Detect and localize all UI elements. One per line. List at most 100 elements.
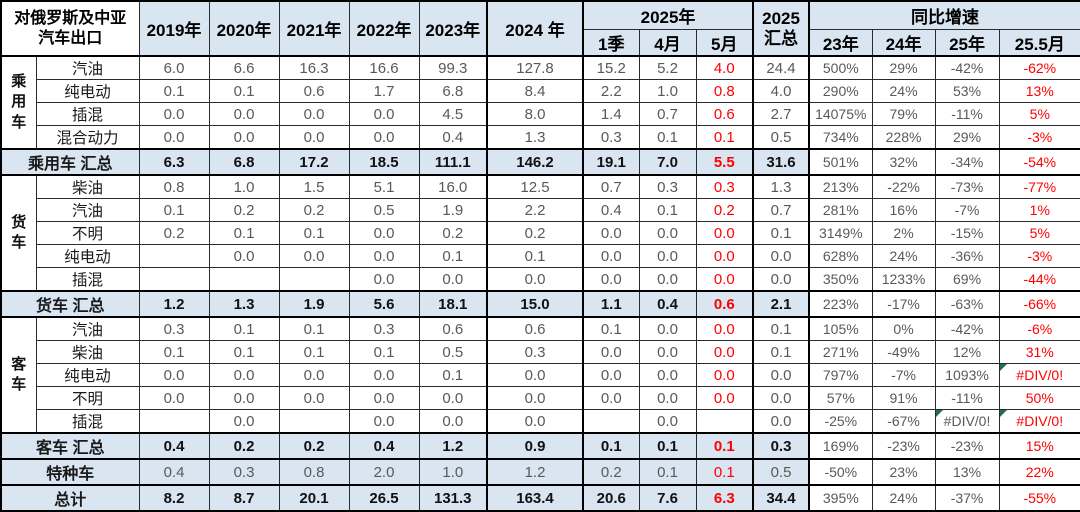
table-row: 柴油 0.1 0.1 0.1 0.1 0.5 0.3 0.0 0.0 0.0 0.1 271% -49%… [1, 340, 1080, 364]
row-label: 客车 汇总 [0, 432, 140, 460]
table-cell: 0.3 [138, 316, 210, 341]
table-cell: 0.1 [138, 340, 210, 364]
table-cell: 350% [808, 267, 873, 292]
table-cell: 0.7 [752, 198, 810, 222]
table-cell: 0.1 [138, 79, 210, 103]
table-cell: 271% [808, 340, 873, 364]
table-cell: 0.0 [695, 363, 754, 387]
table-cell: 29% [871, 55, 936, 80]
table-cell: 16.6 [348, 55, 420, 80]
table-cell: 0.8 [278, 458, 350, 486]
table-cell: #DIV/0! [934, 409, 1000, 434]
table-cell: 7.0 [638, 148, 697, 176]
table-cell: 0.1 [638, 198, 697, 222]
table-cell: 0.0 [695, 221, 754, 245]
table-cell: 0.2 [278, 198, 350, 222]
table-cell: 0.4 [138, 458, 210, 486]
table-cell: 0.3 [638, 174, 697, 199]
table-cell: 0.1 [208, 79, 280, 103]
table-cell: 0.9 [486, 432, 584, 460]
col-header-2025-total: 2025 汇总 [752, 0, 810, 57]
table-cell: 5% [998, 102, 1080, 126]
row-label: 纯电动 [35, 363, 140, 387]
table-row: 客 车汽油 0.3 0.1 0.1 0.3 0.6 0.6 0.1 0.0 0.0 0.1 105% 0… [0, 316, 1080, 434]
group-label: 客 车 [0, 316, 37, 434]
table-cell: 0.8 [138, 174, 210, 199]
table-cell: 0.1 [582, 432, 640, 460]
table-row: 插混 0.0 0.0 0.0 0.0 0.0 0.0 0.0 350% 1233% 69% -44% [1, 267, 1080, 292]
table-cell: 0.0 [638, 244, 697, 268]
table-cell: 0.0 [582, 363, 640, 387]
table-cell: 131.3 [418, 484, 488, 512]
table-cell: 91% [871, 386, 936, 410]
table-cell: 0.5 [348, 198, 420, 222]
col-group-2025: 2025年 [582, 0, 754, 30]
table-cell: 24% [871, 244, 936, 268]
table-cell: 8.0 [486, 102, 584, 126]
table-cell: 1.7 [348, 79, 420, 103]
row-label: 插混 [35, 409, 140, 434]
table-cell: 0.0 [418, 409, 488, 434]
table-cell: 23% [871, 458, 936, 486]
table-cell: 628% [808, 244, 873, 268]
table-cell: -3% [998, 244, 1080, 268]
table-cell: 1.9 [418, 198, 488, 222]
table-cell: 0.0 [695, 386, 754, 410]
table-cell [138, 244, 210, 268]
table-cell: 24% [871, 484, 936, 512]
table-cell: -73% [934, 174, 1000, 199]
table-cell: 0.3 [208, 458, 280, 486]
col-header-2021: 2021年 [278, 0, 350, 57]
table-cell: 0.0 [278, 386, 350, 410]
table-cell: 34.4 [752, 484, 810, 512]
table-cell: 1.1 [582, 290, 640, 318]
table-cell: -63% [934, 290, 1000, 318]
table-cell: -3% [998, 125, 1080, 150]
col-header-2022: 2022年 [348, 0, 420, 57]
table-cell: 0.0 [418, 386, 488, 410]
table-cell: 4.0 [695, 55, 754, 80]
table-cell: 0.4 [638, 290, 697, 318]
table-cell: 5.1 [348, 174, 420, 199]
col-header-growth-25: 25年 [934, 28, 1000, 57]
table-cell: 31% [998, 340, 1080, 364]
row-label: 汽油 [35, 198, 140, 222]
table-cell: 0.2 [278, 432, 350, 460]
table-cell: 0.0 [208, 363, 280, 387]
table-cell: 0.6 [695, 102, 754, 126]
table-cell: 0.6 [695, 290, 754, 318]
error-indicator-icon [1000, 410, 1007, 417]
table-row: 插混 0.0 0.0 0.0 0.0 4.5 8.0 1.4 0.7 0.6 2.7 14075% 79… [1, 102, 1080, 126]
table-cell: 0.0 [278, 244, 350, 268]
table-cell: 163.4 [486, 484, 584, 512]
table-cell: 0.0 [582, 386, 640, 410]
table-cell: 0.7 [582, 174, 640, 199]
table-cell: -6% [998, 316, 1080, 341]
table-row: 混合动力 0.0 0.0 0.0 0.0 0.4 1.3 0.3 0.1 0.1 0.5 734% 22… [1, 125, 1080, 150]
table-cell: -37% [934, 484, 1000, 512]
table-cell: 13% [934, 458, 1000, 486]
table-cell: 0.3 [582, 125, 640, 150]
table-cell: 1.5 [278, 174, 350, 199]
table-cell: 501% [808, 148, 873, 176]
row-label: 特种车 [0, 458, 140, 486]
table-cell: 0.0 [638, 267, 697, 292]
table-cell: 223% [808, 290, 873, 318]
table-cell: 0.0 [208, 409, 280, 434]
table-cell: 18.1 [418, 290, 488, 318]
table-cell: 169% [808, 432, 873, 460]
table-cell: 0.5 [752, 125, 810, 150]
table-cell: -77% [998, 174, 1080, 199]
table-cell: 1.3 [208, 290, 280, 318]
table-row: 乘 用 车汽油 6.0 6.6 16.3 16.6 99.3 127.8 15.2 5.2 4.0… [0, 55, 1080, 150]
col-header-april: 4月 [638, 28, 697, 57]
table-cell: 24.4 [752, 55, 810, 80]
table-cell: 0.1 [486, 244, 584, 268]
table-cell: 290% [808, 79, 873, 103]
table-cell: 0.0 [138, 386, 210, 410]
table-cell: 0.1 [278, 316, 350, 341]
table-cell: 0.0 [695, 244, 754, 268]
table-row: 不明 0.0 0.0 0.0 0.0 0.0 0.0 0.0 0.0 0.0 0.0 57% 91% -1… [1, 386, 1080, 410]
table-cell: 1233% [871, 267, 936, 292]
